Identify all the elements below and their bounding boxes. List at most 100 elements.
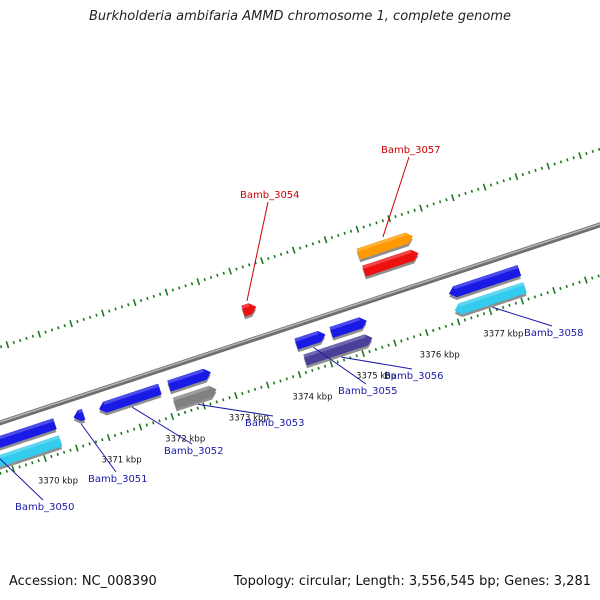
tick-mark bbox=[343, 231, 346, 235]
tick-mark bbox=[323, 364, 327, 368]
leader-line-g8 bbox=[313, 346, 367, 385]
tick-mark bbox=[578, 152, 582, 160]
tick-mark bbox=[456, 318, 461, 326]
tick-mark bbox=[44, 330, 47, 334]
gene-g13 bbox=[448, 264, 522, 300]
backbone-highlight bbox=[0, 223, 600, 423]
tick-mark bbox=[57, 326, 60, 330]
tick-mark bbox=[438, 200, 442, 204]
gene-label-g11: Bamb_3057 bbox=[381, 145, 441, 156]
tick-mark bbox=[95, 313, 98, 317]
tick-mark bbox=[508, 303, 511, 307]
gene-g2 bbox=[0, 435, 63, 470]
tick-mark bbox=[291, 246, 296, 254]
tick-mark bbox=[183, 410, 187, 414]
gene-features bbox=[0, 232, 527, 470]
topology-text: Topology: circular; Length: 3,556,545 bp… bbox=[233, 574, 591, 589]
gene-g9 bbox=[329, 317, 367, 341]
tick-mark bbox=[571, 282, 575, 286]
gene-highlight bbox=[241, 303, 250, 309]
tick-mark bbox=[482, 312, 486, 316]
gene-highlight bbox=[458, 282, 525, 307]
gene-label-g7: Bamb_3054 bbox=[240, 190, 300, 201]
accession-text: Accession: NC_008390 bbox=[9, 574, 157, 589]
tick-mark bbox=[127, 303, 130, 307]
gene-labels: Bamb_3051 Bamb_3052 Bamb_3053 Bamb_3054 Bamb… bbox=[0, 145, 584, 513]
tick-mark bbox=[241, 391, 244, 396]
tick-mark bbox=[444, 324, 448, 328]
gene-g1 bbox=[0, 418, 57, 451]
gene-arrow bbox=[0, 435, 63, 467]
tick-mark bbox=[597, 147, 600, 151]
backbone-line bbox=[0, 222, 600, 426]
tick-mark bbox=[31, 334, 35, 338]
gene-g3 bbox=[73, 408, 86, 424]
outer-tick-ring bbox=[0, 147, 600, 349]
gene-label-g4: Bamb_3052 bbox=[164, 446, 224, 457]
gene-highlight bbox=[173, 386, 210, 401]
gene-highlight bbox=[0, 435, 60, 459]
tick-mark bbox=[202, 402, 206, 410]
tick-mark bbox=[152, 294, 155, 298]
tick-mark bbox=[438, 326, 441, 330]
tick-mark bbox=[203, 277, 206, 282]
gene-arrow bbox=[73, 408, 86, 422]
tick-mark bbox=[540, 166, 544, 170]
tick-mark bbox=[209, 275, 213, 280]
tick-mark bbox=[311, 368, 314, 372]
tick-mark bbox=[145, 423, 149, 427]
tick-mark bbox=[298, 246, 302, 250]
tick-mark bbox=[146, 296, 149, 301]
tick-mark bbox=[177, 412, 180, 417]
tick-mark bbox=[552, 287, 556, 295]
tick-mark bbox=[419, 333, 422, 337]
tick-mark bbox=[138, 423, 143, 431]
tick-mark bbox=[5, 469, 9, 473]
tick-mark bbox=[336, 360, 339, 364]
gene-label-g14: Bamb_3058 bbox=[524, 328, 584, 339]
tick-mark bbox=[247, 389, 250, 393]
gene-g10 bbox=[303, 334, 373, 369]
tick-mark bbox=[279, 252, 283, 256]
tick-mark bbox=[291, 375, 295, 379]
tick-mark bbox=[323, 236, 328, 244]
tick-mark bbox=[190, 282, 194, 286]
tick-mark bbox=[381, 345, 384, 349]
scale-label-3373: 3373 kbp bbox=[229, 413, 269, 423]
tick-mark bbox=[501, 305, 505, 309]
leader-line-g11 bbox=[382, 156, 410, 238]
tick-mark bbox=[317, 366, 320, 370]
tick-mark bbox=[546, 291, 549, 295]
gene-arrow bbox=[356, 232, 413, 260]
tick-mark bbox=[527, 170, 531, 175]
tick-mark bbox=[164, 288, 169, 296]
tick-mark bbox=[406, 337, 409, 341]
tick-mark bbox=[470, 316, 473, 320]
tick-mark bbox=[221, 398, 225, 402]
tick-mark bbox=[585, 151, 588, 156]
inner-tick-ring bbox=[0, 274, 600, 475]
scale-label-3371: 3371 kbp bbox=[102, 455, 142, 465]
gene-g7 bbox=[241, 303, 257, 320]
gene-arrow bbox=[172, 385, 217, 409]
tick-mark bbox=[24, 463, 28, 467]
tick-mark bbox=[540, 293, 543, 297]
tick-mark bbox=[113, 433, 117, 438]
tick-mark bbox=[215, 400, 219, 404]
gene-arrow bbox=[167, 368, 211, 392]
gene-g12 bbox=[362, 249, 419, 280]
tick-mark bbox=[445, 198, 448, 202]
tick-mark bbox=[43, 455, 47, 463]
tick-mark bbox=[419, 204, 423, 212]
tick-mark bbox=[368, 223, 372, 227]
tick-mark bbox=[477, 187, 480, 191]
tick-mark bbox=[432, 202, 435, 206]
tick-mark bbox=[450, 194, 455, 202]
tick-mark bbox=[361, 350, 366, 358]
tick-mark bbox=[241, 265, 245, 269]
tick-mark bbox=[349, 229, 353, 233]
tick-mark bbox=[190, 408, 193, 412]
tick-mark bbox=[412, 335, 416, 339]
tick-mark bbox=[196, 278, 201, 286]
tick-mark bbox=[114, 307, 117, 311]
